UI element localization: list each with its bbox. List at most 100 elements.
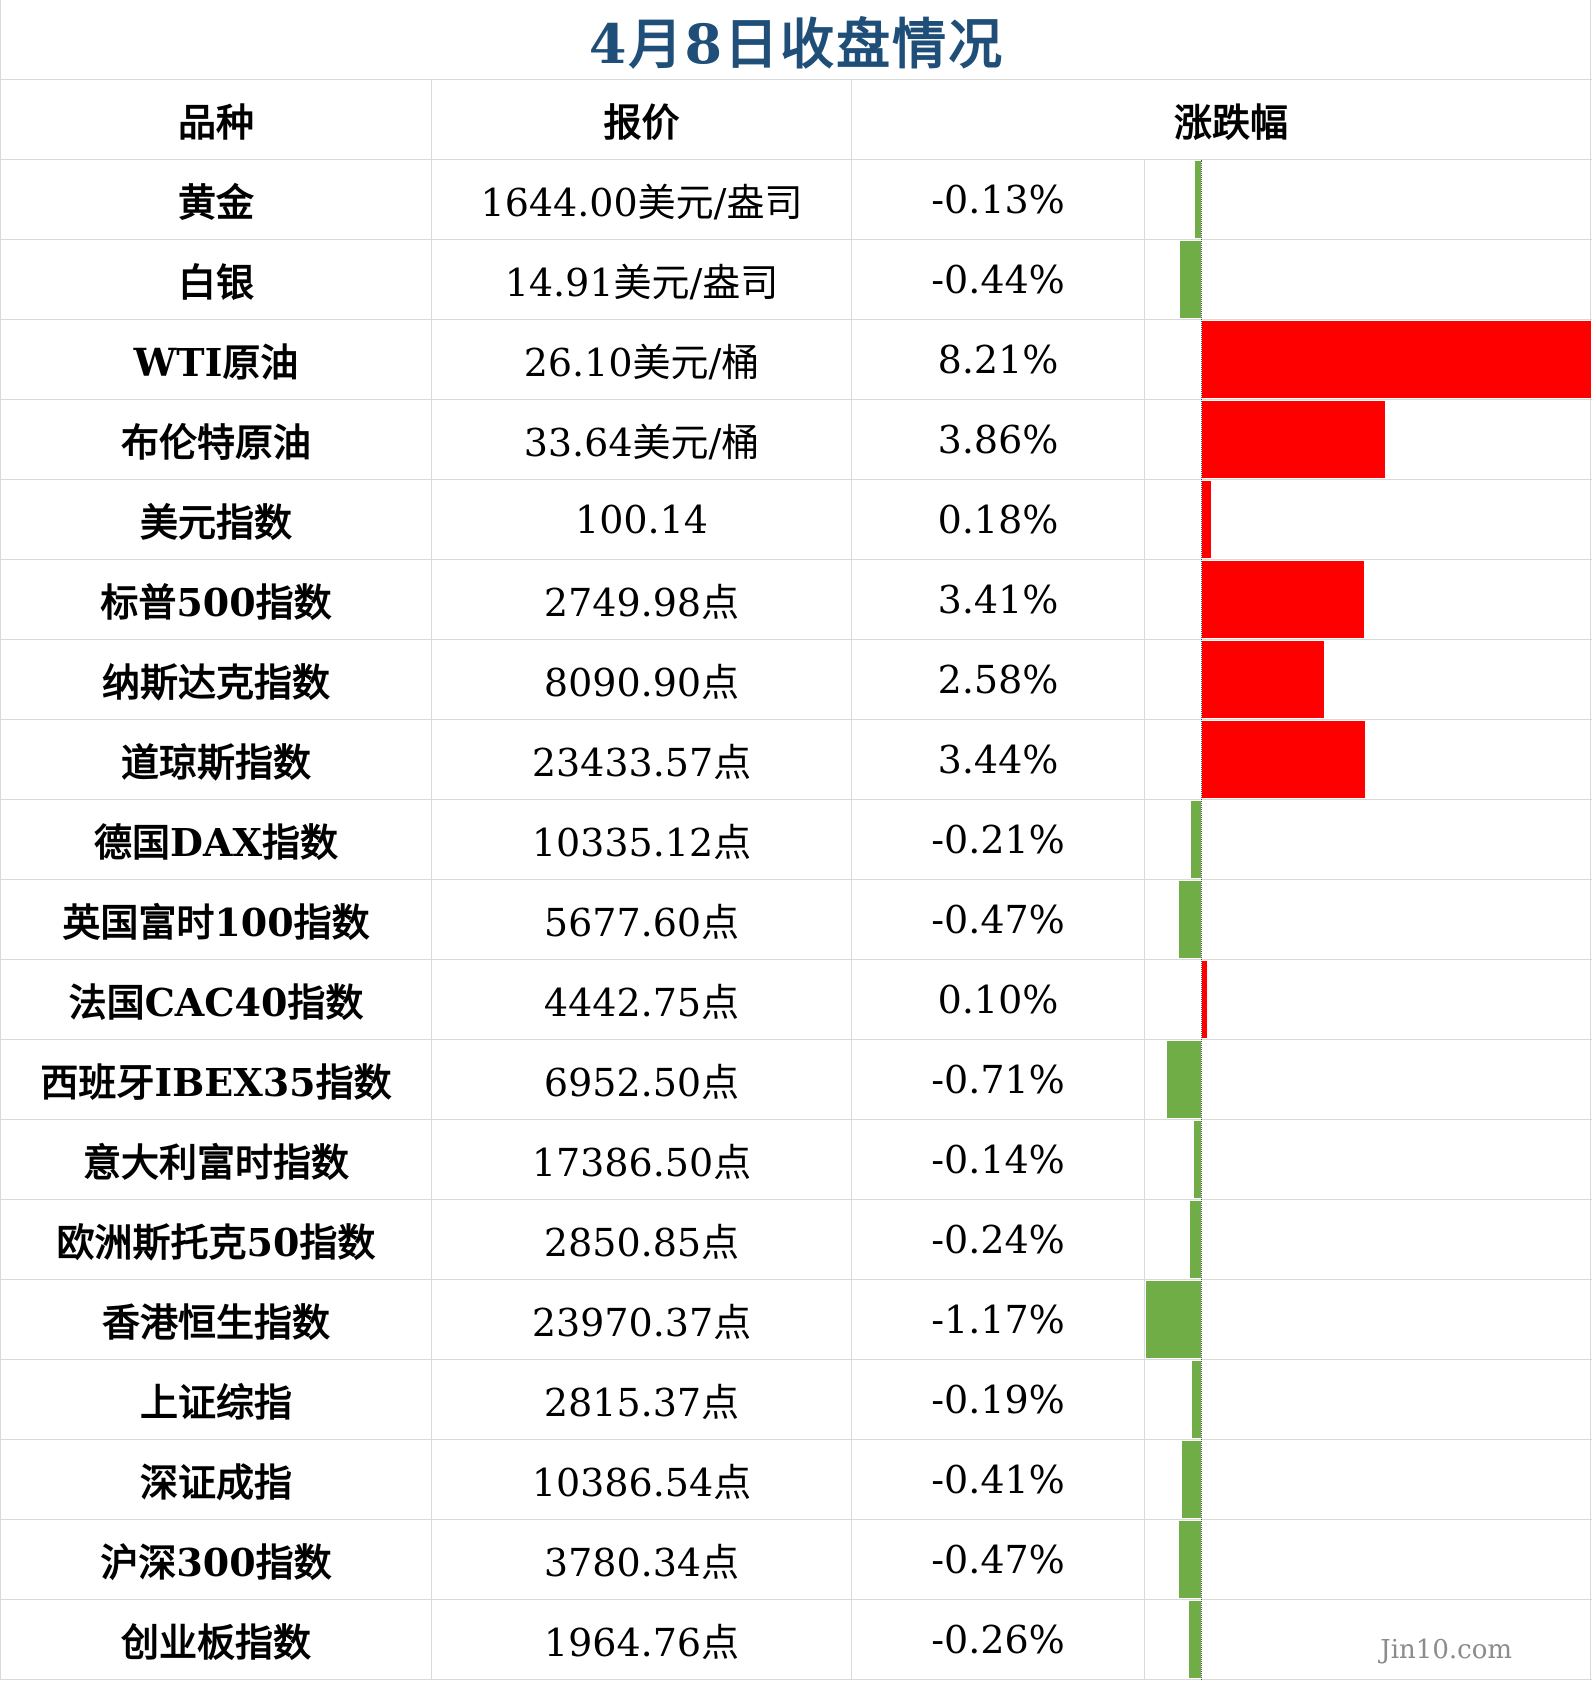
change-bar-down (1145, 1281, 1201, 1358)
instrument-name: 纳斯达克指数 (1, 640, 432, 719)
instrument-change: 2.58% (852, 640, 1145, 719)
change-bar-cell (1146, 880, 1592, 959)
instrument-name: 标普500指数 (1, 560, 432, 639)
table-row: 法国CAC40指数 4442.75点 0.10% (1, 960, 1592, 1040)
instrument-price: 5677.60点 (432, 880, 852, 959)
change-bar-down (1189, 1201, 1201, 1278)
instrument-price: 33.64美元/桶 (432, 400, 852, 479)
change-bar-down (1191, 801, 1201, 878)
instrument-name: 白银 (1, 240, 432, 319)
table-row: 上证综指 2815.37点 -0.19% (1, 1360, 1592, 1440)
instrument-change: 0.18% (852, 480, 1145, 559)
instrument-change: -0.24% (852, 1200, 1145, 1279)
instrument-name: 美元指数 (1, 480, 432, 559)
watermark: Jin10.com (1380, 1635, 1512, 1665)
change-bar-down (1194, 1121, 1201, 1198)
instrument-change: 0.10% (852, 960, 1145, 1039)
change-bar-down (1194, 161, 1201, 238)
header-change: 涨跌幅 (1173, 100, 1288, 145)
change-bar-cell (1146, 720, 1592, 799)
table-row: 纳斯达克指数 8090.90点 2.58% (1, 640, 1592, 720)
instrument-change: 3.41% (852, 560, 1145, 639)
instrument-change: -0.19% (852, 1360, 1145, 1439)
change-bar-cell (1146, 640, 1592, 719)
instrument-price: 14.91美元/盎司 (432, 240, 852, 319)
instrument-price: 10335.12点 (432, 800, 852, 879)
change-bar-down (1180, 241, 1201, 318)
instrument-price: 1964.76点 (432, 1600, 852, 1679)
instrument-name: 西班牙IBEX35指数 (1, 1040, 432, 1119)
instrument-change: -0.21% (852, 800, 1145, 879)
instrument-price: 3780.34点 (432, 1520, 852, 1599)
change-bar-up (1202, 401, 1385, 478)
change-bar-cell (1146, 1040, 1592, 1119)
instrument-change: -0.47% (852, 1520, 1145, 1599)
change-bar-cell (1146, 1200, 1592, 1279)
header-row: 品种 报价 涨跌幅 (1, 80, 1592, 160)
instrument-name: 深证成指 (1, 1440, 432, 1519)
instrument-price: 4442.75点 (432, 960, 852, 1039)
instrument-name: 沪深300指数 (1, 1520, 432, 1599)
instrument-name: 上证综指 (1, 1360, 432, 1439)
change-bar-down (1191, 1361, 1201, 1438)
instrument-name: 德国DAX指数 (1, 800, 432, 879)
instrument-change: -0.13% (852, 160, 1145, 239)
instrument-name: 欧洲斯托克50指数 (1, 1200, 432, 1279)
table-row: 黄金 1644.00美元/盎司 -0.13% (1, 160, 1592, 240)
table-row: 布伦特原油 33.64美元/桶 3.86% (1, 400, 1592, 480)
table-row: 德国DAX指数 10335.12点 -0.21% (1, 800, 1592, 880)
instrument-change: -0.71% (852, 1040, 1145, 1119)
change-bar-down (1188, 1601, 1201, 1678)
instrument-name: 黄金 (1, 160, 432, 239)
instrument-name: 英国富时100指数 (1, 880, 432, 959)
instrument-change: 8.21% (852, 320, 1145, 399)
instrument-change: -0.26% (852, 1600, 1145, 1679)
table-row: 沪深300指数 3780.34点 -0.47% (1, 1520, 1592, 1600)
page-title: 4月8日收盘情况 (1, 0, 1592, 80)
change-bar-up (1202, 721, 1365, 798)
table-row: 标普500指数 2749.98点 3.41% (1, 560, 1592, 640)
change-bar-cell (1146, 800, 1592, 879)
instrument-name: 意大利富时指数 (1, 1120, 432, 1199)
header-price: 报价 (432, 80, 852, 159)
change-bar-cell (1145, 1280, 1592, 1359)
change-bar-up (1202, 481, 1211, 558)
instrument-change: 3.86% (852, 400, 1145, 479)
header-name: 品种 (1, 80, 432, 159)
instrument-price: 2749.98点 (432, 560, 852, 639)
table-row: 欧洲斯托克50指数 2850.85点 -0.24% (1, 1200, 1592, 1280)
instrument-change: -0.41% (852, 1440, 1145, 1519)
instrument-price: 23970.37点 (432, 1280, 852, 1359)
instrument-price: 8090.90点 (432, 640, 852, 719)
instrument-price: 2815.37点 (432, 1360, 852, 1439)
instrument-price: 17386.50点 (432, 1120, 852, 1199)
table-row: 道琼斯指数 23433.57点 3.44% (1, 720, 1592, 800)
change-bar-cell (1146, 320, 1592, 399)
instrument-price: 10386.54点 (432, 1440, 852, 1519)
table-row: 意大利富时指数 17386.50点 -0.14% (1, 1120, 1592, 1200)
instrument-price: 6952.50点 (432, 1040, 852, 1119)
instrument-name: 布伦特原油 (1, 400, 432, 479)
instrument-price: 26.10美元/桶 (432, 320, 852, 399)
instrument-price: 2850.85点 (432, 1200, 852, 1279)
table-row: 西班牙IBEX35指数 6952.50点 -0.71% (1, 1040, 1592, 1120)
change-bar-cell (1146, 1600, 1592, 1679)
instrument-name: 创业板指数 (1, 1600, 432, 1679)
instrument-name: 道琼斯指数 (1, 720, 432, 799)
change-bar-cell (1146, 1440, 1592, 1519)
change-bar-cell (1146, 480, 1592, 559)
table-row: 创业板指数 1964.76点 -0.26% (1, 1600, 1592, 1680)
instrument-name: 香港恒生指数 (1, 1280, 432, 1359)
instrument-change: -0.14% (852, 1120, 1145, 1199)
change-bar-down (1178, 881, 1201, 958)
instrument-change: -0.47% (852, 880, 1145, 959)
table-row: 香港恒生指数 23970.37点 -1.17% (1, 1280, 1592, 1360)
change-bar-cell (1146, 1120, 1592, 1199)
instrument-name: 法国CAC40指数 (1, 960, 432, 1039)
table-row: WTI原油 26.10美元/桶 8.21% (1, 320, 1592, 400)
instrument-change: -0.44% (852, 240, 1145, 319)
change-bar-down (1178, 1521, 1201, 1598)
change-bar-cell (1146, 1360, 1592, 1439)
instrument-change: -1.17% (852, 1280, 1145, 1359)
